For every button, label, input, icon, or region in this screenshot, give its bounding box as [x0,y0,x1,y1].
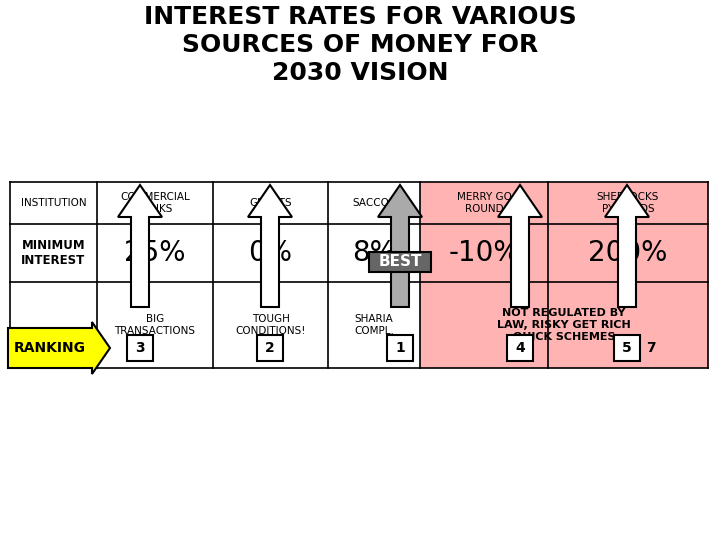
Text: 4: 4 [515,341,525,355]
Text: 25%: 25% [125,239,186,267]
Text: -10%: -10% [448,239,520,267]
Text: 200%: 200% [588,239,667,267]
Bar [387,335,413,361]
Polygon shape [498,185,542,307]
Bar [127,335,153,361]
Text: SHERLOCKS
PYRAMIDS: SHERLOCKS PYRAMIDS [597,192,660,214]
Text: INTEREST RATES FOR VARIOUS: INTEREST RATES FOR VARIOUS [143,5,577,29]
Text: 5: 5 [622,341,632,355]
Text: RANKING: RANKING [14,341,86,355]
Bar [507,335,533,361]
Polygon shape [118,185,162,307]
Text: 8%: 8% [352,239,396,267]
Bar [420,182,548,368]
Text: SACCOS: SACCOS [352,198,396,208]
Text: 0%: 0% [248,239,292,267]
Text: 1: 1 [395,341,405,355]
Polygon shape [248,185,292,307]
Text: INSTITUTION: INSTITUTION [21,198,86,208]
Text: 2030 VISION: 2030 VISION [271,61,449,85]
Bar [548,182,708,368]
Bar [257,335,283,361]
Bar [369,252,431,272]
Text: SOURCES OF MONEY FOR: SOURCES OF MONEY FOR [182,33,538,57]
Polygon shape [605,185,649,307]
Text: 7: 7 [646,341,656,355]
Text: BEST: BEST [378,254,422,269]
Text: BIG
TRANSACTIONS: BIG TRANSACTIONS [114,314,196,336]
Text: COMMERCIAL
BANKS: COMMERCIAL BANKS [120,192,190,214]
Text: NOT REGULATED BY
LAW, RISKY GET RICH
QUICK SCHEMES: NOT REGULATED BY LAW, RISKY GET RICH QUI… [497,308,631,342]
Text: MINIMUM
INTEREST: MINIMUM INTEREST [22,239,86,267]
Text: GRANTS: GRANTS [249,198,292,208]
Polygon shape [378,185,422,307]
Text: 2: 2 [265,341,275,355]
Text: MERRY GO
ROUND: MERRY GO ROUND [456,192,511,214]
Text: 3: 3 [135,341,145,355]
Polygon shape [8,322,110,374]
Bar [614,335,640,361]
Text: TOUGH
CONDITIONS!: TOUGH CONDITIONS! [235,314,306,336]
Text: SHARIA
COMPL.: SHARIA COMPL. [354,314,394,336]
